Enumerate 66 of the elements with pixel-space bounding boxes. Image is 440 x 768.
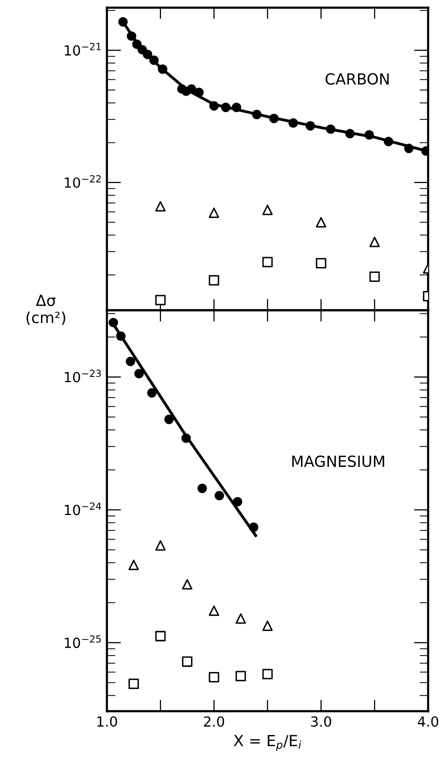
point <box>208 606 220 616</box>
point <box>147 388 157 398</box>
point <box>262 620 273 631</box>
point <box>269 114 279 124</box>
point <box>208 672 220 682</box>
point <box>132 40 142 50</box>
y-tick-label: 10$^{−21}$ <box>64 42 101 56</box>
point <box>221 102 231 112</box>
point <box>404 144 414 154</box>
x-tick-label: 3.0 <box>311 716 332 727</box>
point <box>155 294 166 306</box>
annotation: CARBON <box>326 73 389 85</box>
point <box>118 17 128 27</box>
point <box>182 656 192 667</box>
y-tick-label: 10$^{−22}$ <box>64 175 101 188</box>
annotation: MAGNESIUM <box>292 455 384 468</box>
point <box>384 136 394 146</box>
point <box>236 670 246 682</box>
point <box>181 433 191 443</box>
point <box>158 64 168 74</box>
point <box>134 368 144 378</box>
point <box>182 579 192 590</box>
point <box>142 50 152 60</box>
point <box>128 678 139 690</box>
point <box>316 258 326 268</box>
point <box>126 356 136 366</box>
x-tick-label: 1.0 <box>97 716 118 727</box>
point <box>326 124 336 134</box>
point <box>164 414 174 424</box>
point <box>262 256 273 268</box>
point <box>128 560 139 570</box>
point <box>316 217 326 228</box>
point <box>232 497 242 507</box>
point <box>248 522 258 532</box>
point <box>214 490 224 500</box>
point <box>288 118 298 128</box>
point <box>197 484 207 494</box>
point <box>236 613 246 624</box>
point <box>252 110 262 120</box>
point <box>149 56 159 66</box>
point <box>306 121 316 131</box>
y-tick-label: 10$^{−24}$ <box>64 502 102 516</box>
point <box>232 102 242 112</box>
point <box>155 201 166 212</box>
point <box>108 318 118 328</box>
point <box>262 668 273 680</box>
y-tick-label: 10$^{−23}$ <box>64 370 101 382</box>
point <box>155 630 166 642</box>
point <box>345 128 355 138</box>
point <box>364 130 374 140</box>
y-axis-title: Δσ (cm²) <box>26 294 66 326</box>
x-tick-label: 2.0 <box>204 716 224 727</box>
point <box>208 208 220 218</box>
point <box>194 88 204 98</box>
point <box>155 540 166 551</box>
y-tick-label: 10$^{−25}$ <box>64 635 101 648</box>
point <box>186 84 196 94</box>
point <box>369 271 380 282</box>
x-tick-label: 4.0 <box>418 716 438 727</box>
point <box>369 236 380 248</box>
point <box>209 101 219 111</box>
point <box>126 31 136 41</box>
x-axis-title: X = E$_{p}$/E$_{i}$ <box>234 735 302 751</box>
point <box>116 331 126 341</box>
point <box>208 275 220 286</box>
point <box>262 204 273 216</box>
